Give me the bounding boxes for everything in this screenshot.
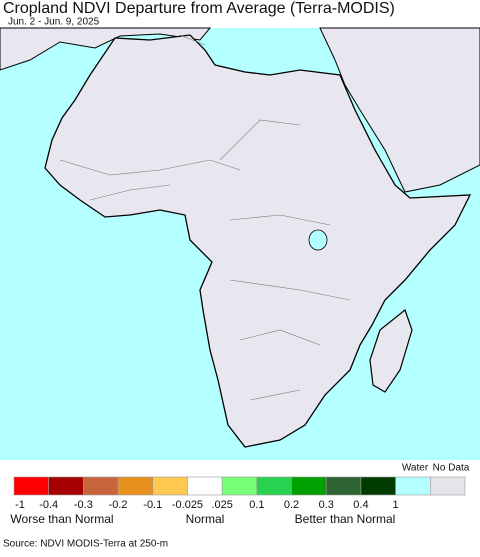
legend: -1 -0.4 -0.3 -0.2 -0.1 -0.025 .025 0.1 0.2 0.3 0.4… xyxy=(13,476,466,511)
legend-tick-label: -0.1 xyxy=(143,499,162,511)
legend-swatch xyxy=(152,476,188,496)
legend-swatch xyxy=(221,476,258,496)
legend-swatch xyxy=(291,476,327,496)
subtitle: Jun. 2 - Jun. 9, 2025 xyxy=(8,17,100,28)
legend-swatch xyxy=(395,476,431,496)
legend-tick-label: 1 xyxy=(393,499,399,511)
legend-tick-label: 0.4 xyxy=(353,499,368,511)
legend-swatch xyxy=(325,476,362,496)
borders xyxy=(59,34,351,401)
legend-no-data: No Data xyxy=(433,463,470,474)
legend-tick-label: -0.2 xyxy=(109,499,128,511)
title: Cropland NDVI Departure from Average (Te… xyxy=(3,0,395,17)
source: Source: NDVI MODIS-Terra at 250-m xyxy=(3,539,168,550)
legend-swatch xyxy=(48,476,84,496)
legend-swatch xyxy=(83,476,119,496)
legend-swatch xyxy=(430,476,466,496)
legend-worse: Worse than Normal xyxy=(10,512,113,526)
legend-swatch xyxy=(13,476,49,496)
legend-swatch xyxy=(360,476,396,496)
legend-tick-label: -0.4 xyxy=(39,499,58,511)
africa xyxy=(44,34,472,448)
middle-east xyxy=(319,27,480,193)
legend-swatch xyxy=(117,476,154,496)
madagascar xyxy=(369,309,413,393)
legend-tick-label: 0.2 xyxy=(284,499,299,511)
legend-water: Water xyxy=(402,463,429,474)
legend-tick-label: 0.3 xyxy=(319,499,334,511)
legend-tick-label: .025 xyxy=(211,499,232,511)
legend-tick-label: -1 xyxy=(15,499,25,511)
legend-tick-label: 0.1 xyxy=(249,499,264,511)
lake-victoria xyxy=(308,229,328,251)
legend-better: Better than Normal xyxy=(295,512,396,526)
legend-swatch xyxy=(187,476,223,496)
legend-normal: Normal xyxy=(186,512,225,526)
europe xyxy=(0,27,212,71)
legend-tick-label: -0.025 xyxy=(172,499,203,511)
legend-swatch xyxy=(256,476,292,496)
legend-tick-label: -0.3 xyxy=(74,499,93,511)
